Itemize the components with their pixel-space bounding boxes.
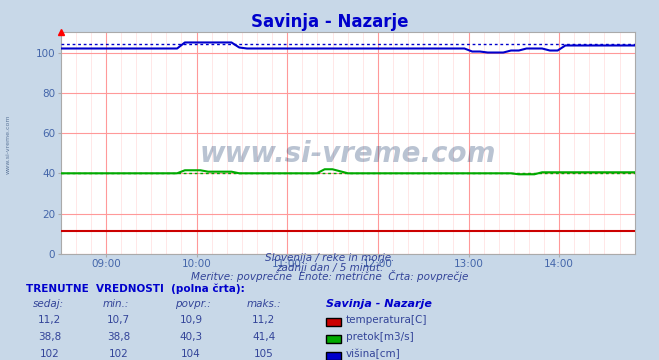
Text: sedaj:: sedaj: [33, 300, 64, 310]
Text: maks.:: maks.: [247, 300, 282, 310]
Text: 11,2: 11,2 [252, 315, 275, 325]
Text: 105: 105 [254, 350, 273, 360]
Text: TRENUTNE  VREDNOSTI  (polna črta):: TRENUTNE VREDNOSTI (polna črta): [26, 284, 245, 294]
Text: min.:: min.: [102, 300, 129, 310]
Text: višina[cm]: višina[cm] [346, 349, 401, 360]
Text: 38,8: 38,8 [107, 332, 130, 342]
Text: 10,7: 10,7 [107, 315, 130, 325]
Text: 102: 102 [109, 350, 129, 360]
Text: 11,2: 11,2 [38, 315, 61, 325]
Text: pretok[m3/s]: pretok[m3/s] [346, 332, 414, 342]
Text: 102: 102 [40, 350, 59, 360]
Text: www.si-vreme.com: www.si-vreme.com [200, 140, 496, 168]
Text: temperatura[C]: temperatura[C] [346, 315, 428, 325]
Text: Savinja - Nazarje: Savinja - Nazarje [251, 13, 408, 31]
Text: 104: 104 [181, 350, 201, 360]
Text: Meritve: povprečne  Enote: metrične  Črta: povprečje: Meritve: povprečne Enote: metrične Črta:… [191, 270, 468, 283]
Text: 10,9: 10,9 [179, 315, 203, 325]
Text: www.si-vreme.com: www.si-vreme.com [5, 114, 11, 174]
Text: 38,8: 38,8 [38, 332, 61, 342]
Text: Savinja - Nazarje: Savinja - Nazarje [326, 300, 432, 310]
Text: zadnji dan / 5 minut.: zadnji dan / 5 minut. [276, 263, 383, 273]
Text: 40,3: 40,3 [179, 332, 203, 342]
Text: 41,4: 41,4 [252, 332, 275, 342]
Text: Slovenija / reke in morje.: Slovenija / reke in morje. [265, 253, 394, 263]
Text: povpr.:: povpr.: [175, 300, 210, 310]
